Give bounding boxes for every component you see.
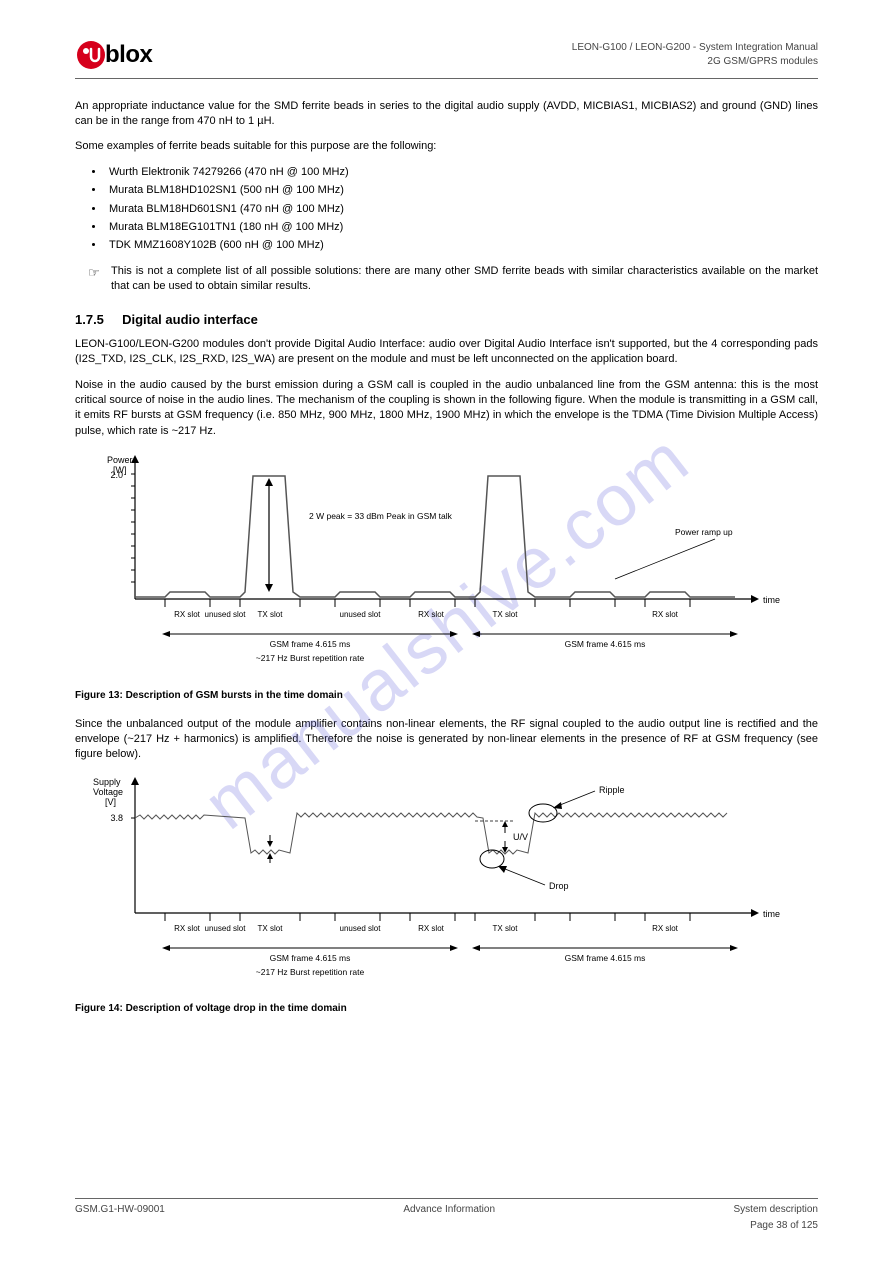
page-footer: GSM.G1-HW-09001 Advance Information Syst…	[75, 1198, 818, 1233]
svg-text:TX slot: TX slot	[493, 924, 519, 933]
list-item: TDK MMZ1608Y102B (600 nH @ 100 MHz)	[105, 238, 818, 253]
drop-label: Drop	[549, 881, 569, 891]
list-item: Murata BLM18EG101TN1 (180 nH @ 100 MHz)	[105, 220, 818, 235]
section-p2: Noise in the audio caused by the burst e…	[75, 378, 818, 440]
tx-slot-label: TX slot	[493, 610, 519, 619]
burst-signal	[135, 476, 735, 597]
header-doc-info: LEON-G100 / LEON-G200 - System Integrati…	[572, 41, 818, 69]
list-item: Wurth Elektronik 74279266 (470 nH @ 100 …	[105, 165, 818, 180]
rx-slot-label: RX slot	[418, 610, 445, 619]
svg-text:Voltage: Voltage	[93, 787, 123, 797]
footer-status: Advance Information	[403, 1203, 495, 1217]
svg-text:Supply: Supply	[93, 777, 121, 787]
rx-slot-label: RX slot	[652, 610, 679, 619]
peak-annotation: 2 W peak = 33 dBm Peak in GSM talk	[309, 511, 453, 521]
page-header: blox LEON-G100 / LEON-G200 - System Inte…	[75, 38, 818, 72]
footer-section: System description	[734, 1203, 818, 1217]
footer-page: Page 38 of 125	[750, 1220, 818, 1231]
figure-13-svg: Power [W] 2.0 time 2 W peak = 33 dBm Pea…	[75, 449, 795, 679]
doc-subtitle: 2G GSM/GPRS modules	[707, 56, 818, 67]
header-divider	[75, 78, 818, 79]
figure-13-caption: Figure 13: Description of GSM bursts in …	[75, 689, 818, 703]
ublox-logo: blox	[75, 38, 152, 72]
svg-text:~217 Hz Burst repetition rate: ~217 Hz Burst repetition rate	[256, 967, 365, 977]
doc-title: LEON-G100 / LEON-G200 - System Integrati…	[572, 42, 818, 53]
frame-label: GSM frame 4.615 ms	[270, 639, 351, 649]
x-axis-label: time	[763, 595, 780, 605]
list-item: Murata BLM18HD601SN1 (470 nH @ 100 MHz)	[105, 202, 818, 217]
burst-rate-label: ~217 Hz Burst repetition rate	[256, 653, 365, 663]
y-axis-label: Power	[107, 455, 133, 465]
svg-text:unused slot: unused slot	[205, 924, 247, 933]
x-axis-label: time	[763, 909, 780, 919]
disclaimer-row: ☞ This is not a complete list of all pos…	[85, 264, 818, 295]
tx-slot-label: TX slot	[258, 610, 284, 619]
figure-13: Power [W] 2.0 time 2 W peak = 33 dBm Pea…	[75, 449, 818, 684]
figure-14-caption: Figure 14: Description of voltage drop i…	[75, 1002, 818, 1016]
list-item: Murata BLM18HD102SN1 (500 nH @ 100 MHz)	[105, 183, 818, 198]
svg-text:RX slot: RX slot	[652, 924, 679, 933]
section-heading: 1.7.5 Digital audio interface	[75, 311, 818, 329]
ublox-logo-icon	[75, 39, 107, 71]
svg-text:TX slot: TX slot	[258, 924, 284, 933]
intro-p1: An appropriate inductance value for the …	[75, 99, 818, 130]
section-p1: LEON-G100/LEON-G200 modules don't provid…	[75, 337, 818, 368]
midtext: Since the unbalanced output of the modul…	[75, 717, 818, 763]
ripple-label: Ripple	[599, 785, 625, 795]
section-number: 1.7.5	[75, 311, 119, 329]
svg-text:GSM frame 4.615 ms: GSM frame 4.615 ms	[565, 953, 646, 963]
svg-text:RX slot: RX slot	[174, 924, 201, 933]
pointer-icon: ☞	[85, 264, 103, 282]
frame-label: GSM frame 4.615 ms	[565, 639, 646, 649]
uv-label: U/V	[513, 832, 528, 842]
unused-slot-label: unused slot	[205, 610, 247, 619]
logo-text: blox	[105, 38, 152, 72]
svg-text:GSM frame 4.615 ms: GSM frame 4.615 ms	[270, 953, 351, 963]
disclaimer-text: This is not a complete list of all possi…	[111, 264, 818, 295]
y-max-label: 2.0	[110, 470, 123, 480]
voltage-signal	[135, 813, 727, 854]
unused-slot-label: unused slot	[340, 610, 382, 619]
svg-text:unused slot: unused slot	[340, 924, 382, 933]
svg-text:RX slot: RX slot	[418, 924, 445, 933]
power-ramp-label: Power ramp up	[675, 527, 733, 537]
svg-text:[V]: [V]	[105, 797, 116, 807]
ferrite-list: Wurth Elektronik 74279266 (470 nH @ 100 …	[105, 165, 818, 254]
rx-slot-label: RX slot	[174, 610, 201, 619]
intro-p2: Some examples of ferrite beads suitable …	[75, 139, 818, 154]
section-title: Digital audio interface	[122, 312, 258, 327]
nominal-voltage: 3.8	[110, 813, 123, 823]
figure-14-svg: Supply Voltage [V] 3.8 time Ripple	[75, 773, 795, 993]
page-content: blox LEON-G100 / LEON-G200 - System Inte…	[0, 0, 893, 1060]
footer-docnum: GSM.G1-HW-09001	[75, 1203, 165, 1217]
figure-14: Supply Voltage [V] 3.8 time Ripple	[75, 773, 818, 998]
